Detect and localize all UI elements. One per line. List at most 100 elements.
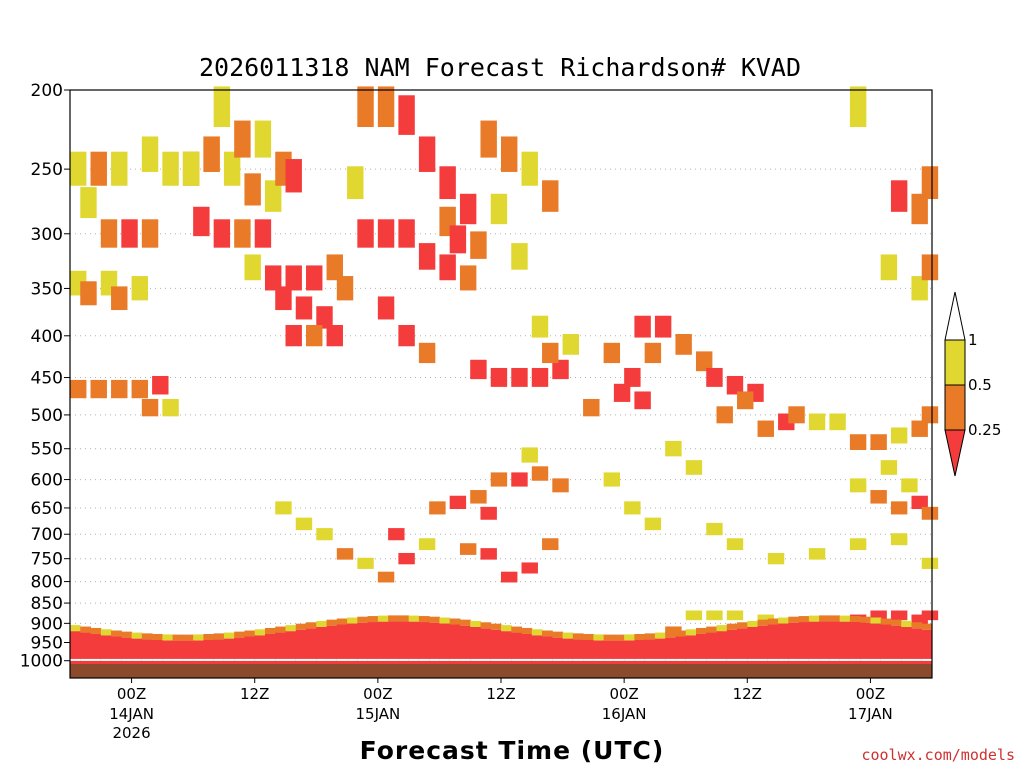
pbl-segment (152, 639, 163, 672)
pbl-top-segment (347, 617, 358, 624)
ri-cell (141, 219, 159, 248)
ri-cell (459, 193, 477, 225)
ri-cell (583, 398, 600, 417)
ri-cell (511, 472, 528, 487)
pbl-top-segment (398, 615, 410, 622)
pbl-segment (121, 637, 133, 672)
pbl-top-segment (901, 620, 912, 627)
pbl-segment (193, 640, 204, 672)
pbl-gap (326, 658, 338, 661)
pbl-top-segment (388, 615, 399, 622)
y-tick-label: 400 (31, 327, 63, 347)
pbl-segment (531, 635, 543, 672)
pbl-gap (685, 658, 697, 661)
pbl-top-segment (613, 634, 625, 641)
ri-cell (757, 614, 774, 625)
pbl-segment (839, 621, 851, 672)
ri-cell (531, 315, 549, 338)
pbl-gap (480, 658, 492, 661)
pbl-gap (275, 658, 286, 661)
pbl-segment (254, 635, 266, 672)
pbl-segment (511, 632, 523, 672)
pbl-top-segment (264, 627, 276, 634)
ri-cell (429, 501, 446, 515)
ri-cell (521, 562, 538, 574)
pbl-gap (542, 658, 553, 661)
x-tick-date-label: 14JAN (109, 705, 154, 723)
pbl-gap (716, 658, 728, 661)
pbl-gap (131, 658, 143, 661)
pbl-top-segment (377, 615, 389, 622)
ri-cell (377, 86, 395, 128)
ri-cell (244, 254, 261, 281)
pbl-gap (747, 658, 759, 661)
pbl-top-segment (172, 634, 184, 641)
ri-cell (470, 359, 487, 380)
pbl-segment (398, 621, 410, 672)
ri-cell (285, 324, 302, 347)
ri-cell (542, 538, 559, 551)
pbl-top-segment (459, 619, 471, 626)
pbl-gap (562, 658, 574, 661)
ri-cell (921, 254, 939, 281)
pbl-segment (675, 636, 687, 672)
ri-cell (275, 501, 292, 515)
ri-cell (459, 265, 477, 291)
pbl-top-segment (254, 629, 266, 636)
pbl-segment (182, 640, 194, 672)
x-tick-time-label: 00Z (363, 685, 392, 703)
ri-cell (398, 324, 415, 347)
pbl-top-segment (203, 633, 215, 640)
ri-cell (398, 219, 415, 248)
pbl-gap (798, 658, 810, 661)
ri-cell (111, 286, 128, 311)
pbl-gap (418, 658, 430, 661)
pbl-gap (336, 658, 348, 661)
y-tick-label: 550 (31, 440, 63, 460)
pbl-top-segment (418, 616, 430, 623)
ri-cell (326, 324, 343, 347)
legend-swatch-low (944, 429, 966, 477)
ri-cell (501, 571, 518, 583)
pbl-gap (552, 658, 564, 661)
ri-cell (213, 219, 231, 248)
pbl-gap (624, 658, 635, 661)
legend-swatch-above-1 (944, 291, 966, 341)
pbl-top-segment (70, 625, 81, 632)
pbl-segment (747, 626, 759, 672)
ri-cell (490, 193, 508, 225)
pbl-segment (737, 628, 748, 672)
x-tick-date-label: 15JAN (355, 705, 400, 723)
pbl-segment (172, 640, 184, 672)
pbl-top-segment (757, 619, 769, 626)
ri-cell (624, 367, 641, 387)
pbl-segment (583, 639, 594, 672)
ri-cell (264, 265, 282, 291)
ri-cell (490, 472, 508, 487)
x-tick-time-label: 00Z (609, 685, 638, 703)
ri-cell (808, 413, 826, 431)
pbl-segment (613, 640, 625, 672)
pbl-segment (336, 624, 348, 672)
pbl-top-segment (788, 616, 800, 623)
ri-cell (470, 231, 487, 259)
ri-cell (357, 86, 374, 128)
pbl-top-segment (716, 625, 728, 632)
pbl-top-segment (501, 625, 512, 632)
ri-cell (890, 533, 908, 546)
pbl-gap (808, 658, 820, 661)
pbl-top-segment (429, 616, 440, 623)
pbl-gap (70, 658, 81, 661)
ri-cell (911, 495, 928, 510)
pbl-top-segment (162, 634, 174, 641)
ri-cell (80, 281, 97, 306)
ri-cell (788, 406, 805, 424)
ri-cell (511, 367, 528, 387)
ri-cell (223, 151, 241, 186)
pbl-segment (860, 622, 871, 672)
ri-cell (634, 391, 651, 410)
pbl-top-segment (808, 615, 820, 622)
ri-cell (726, 538, 744, 551)
y-tick-label: 900 (31, 614, 63, 634)
pbl-segment (808, 621, 820, 672)
